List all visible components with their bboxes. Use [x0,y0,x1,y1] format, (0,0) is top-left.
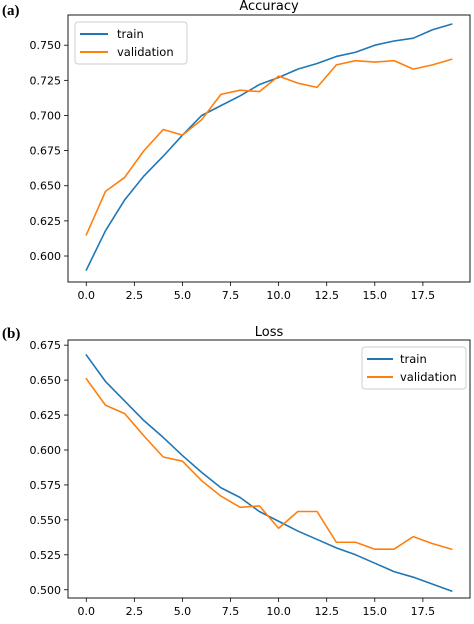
accuracy-y-tick-label: 0.625 [30,215,62,228]
loss-y-tick-label: 0.600 [30,444,62,457]
panel-b-label: (b) [2,326,20,342]
loss-plot-frame [67,339,471,599]
loss-y-tick-label: 0.500 [30,584,62,597]
loss-y-tick-label: 0.550 [30,514,62,527]
loss-x-tick-label: 0.0 [78,605,96,618]
loss-x-tick-label: 17.5 [411,605,436,618]
accuracy-x-tick-label: 0.0 [78,289,96,302]
loss-x-tick-label: 12.5 [314,605,339,618]
loss-y-tick-label: 0.575 [30,479,62,492]
loss-x-tick-label: 10.0 [266,605,291,618]
accuracy-y-tick-label: 0.600 [30,250,62,263]
accuracy-title: Accuracy [239,0,299,14]
panel-accuracy: (a) Accuracy 0.0 2.5 5.0 7.5 10.0 12.5 15.0 17.… [2,0,471,302]
loss-x-tick-label: 5.0 [174,605,192,618]
accuracy-x-tick-label: 15.0 [363,289,388,302]
accuracy-axes-ticks: 0.0 2.5 5.0 7.5 10.0 12.5 15.0 17.5 0.600 0.625 0.… [30,39,436,302]
accuracy-x-tick-label: 12.5 [314,289,339,302]
loss-legend: train validation [361,346,467,390]
accuracy-y-tick-label: 0.700 [30,109,62,122]
accuracy-legend: train validation [74,21,188,65]
accuracy-x-tick-label: 17.5 [411,289,436,302]
loss-y-tick-label: 0.625 [30,409,62,422]
loss-series-line-validation [85,377,453,551]
loss-x-tick-label: 7.5 [222,605,240,618]
loss-axes-ticks: 0.0 2.5 5.0 7.5 10.0 12.5 15.0 17.5 0.500 0.525 0.… [30,339,436,618]
loss-series-line-train [85,354,453,592]
accuracy-x-tick-label: 2.5 [126,289,144,302]
accuracy-legend-validation-label: validation [117,45,174,59]
accuracy-y-tick-label: 0.650 [30,180,62,193]
accuracy-series-group [85,23,453,271]
loss-legend-box [361,346,467,390]
accuracy-y-tick-label: 0.675 [30,145,62,158]
accuracy-series-line-train [85,23,453,271]
loss-legend-train-label: train [400,352,427,366]
accuracy-legend-train-label: train [117,27,144,41]
accuracy-plot-frame [67,14,471,283]
accuracy-series-line-validation [85,58,453,236]
loss-x-tick-label: 15.0 [363,605,388,618]
loss-y-tick-label: 0.675 [30,339,62,352]
loss-legend-validation-label: validation [400,370,457,384]
accuracy-x-tick-label: 5.0 [174,289,192,302]
loss-title: Loss [255,325,284,340]
accuracy-x-tick-label: 10.0 [266,289,291,302]
accuracy-y-tick-label: 0.750 [30,39,62,52]
loss-y-tick-label: 0.650 [30,374,62,387]
accuracy-x-tick-label: 7.5 [222,289,240,302]
loss-y-tick-label: 0.525 [30,549,62,562]
accuracy-y-tick-label: 0.725 [30,74,62,87]
accuracy-legend-box [74,21,188,65]
loss-x-tick-label: 2.5 [126,605,144,618]
panel-a-label: (a) [2,3,20,19]
panel-loss: (b) Loss 0.0 2.5 5.0 7.5 10.0 12.5 15.0 17.5 0.5… [2,325,471,618]
loss-series-group [85,354,453,592]
